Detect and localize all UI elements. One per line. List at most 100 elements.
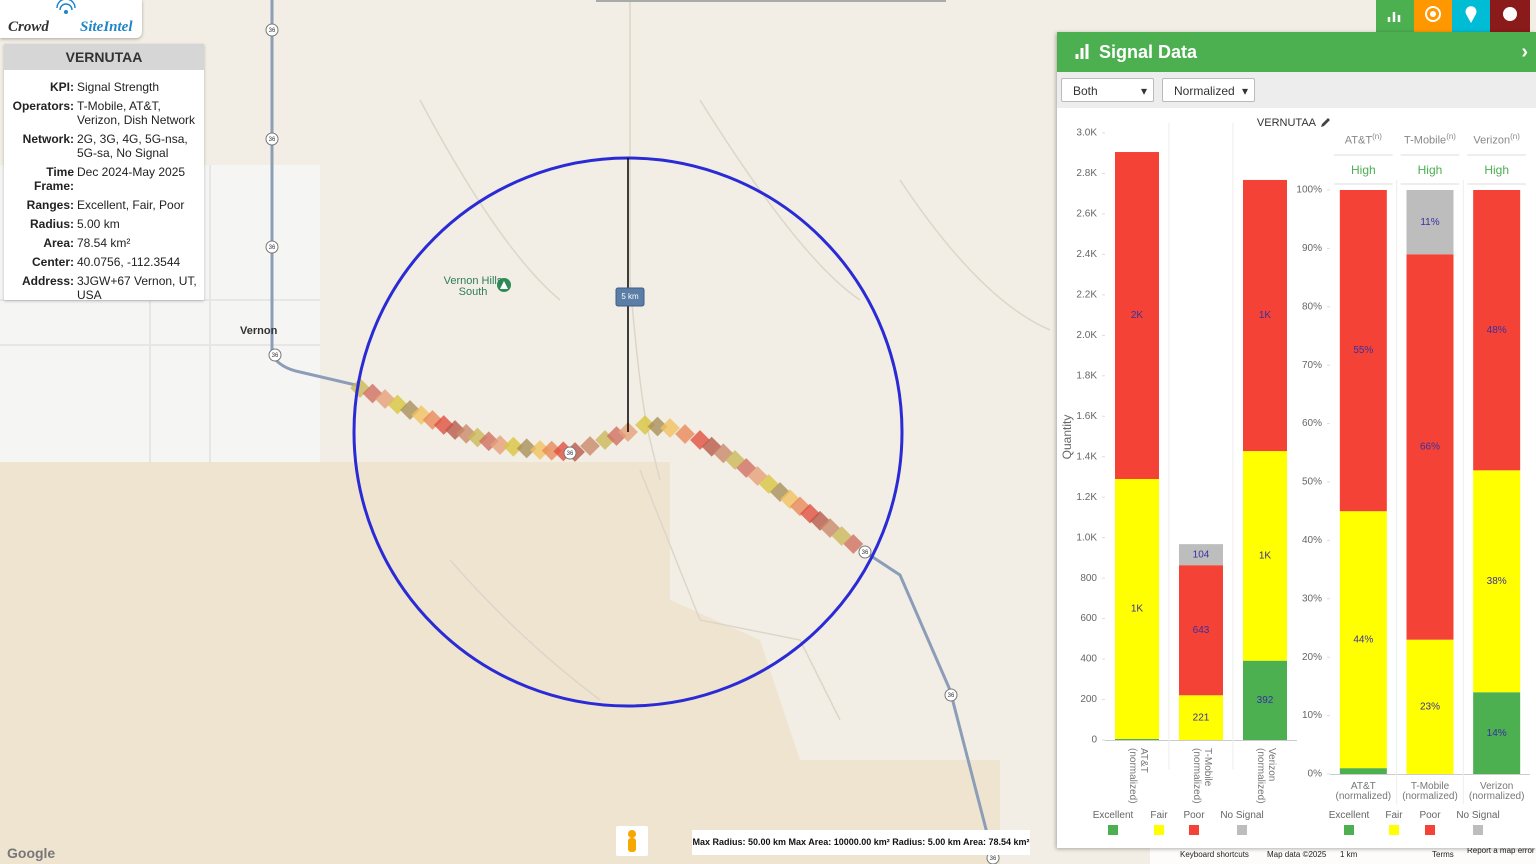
- chart-icon: [1387, 12, 1401, 22]
- globe-button[interactable]: [1490, 0, 1530, 32]
- header-name: AT&T: [1344, 134, 1373, 147]
- route-shield: [944, 688, 958, 702]
- x-tick-label: T-Mobile (normalized): [1402, 781, 1458, 802]
- logo-dot: [64, 10, 68, 14]
- route-shield: [265, 240, 279, 254]
- panel-icon: [1075, 44, 1089, 59]
- signal-trail: [350, 378, 864, 554]
- legend-label[interactable]: Fair: [1385, 810, 1403, 821]
- info-value: Dec 2024-May 2025: [77, 165, 186, 179]
- footer-link[interactable]: Keyboard shortcuts: [1180, 850, 1249, 859]
- info-value: T-Mobile, AT&T, Verizon, Dish Network: [77, 99, 196, 127]
- globe-shape: [1503, 7, 1517, 21]
- footer-link[interactable]: Report a map error: [1467, 846, 1535, 855]
- collapse-button[interactable]: ›: [1521, 41, 1528, 63]
- route-number: 36: [269, 245, 276, 251]
- trail-cell: [580, 436, 600, 456]
- logo-waves: [56, 0, 76, 11]
- streets: [0, 165, 320, 462]
- legend-label[interactable]: No Signal: [1456, 810, 1500, 821]
- trail-cell: [490, 435, 510, 455]
- highway: [864, 550, 997, 864]
- info-key: Operators:: [12, 99, 74, 113]
- pin-icon: [1465, 6, 1477, 23]
- x-tick-label: T-Mobile (normalized): [1191, 748, 1213, 804]
- footer-link[interactable]: Terms: [1432, 850, 1454, 859]
- info-value: 3JGW+67 Vernon, UT, USA: [77, 274, 197, 302]
- operator-select[interactable]: Both: [1061, 78, 1154, 103]
- footer-text: Map data ©2025: [1267, 850, 1327, 859]
- header-note: (n): [1372, 132, 1382, 141]
- panel-title: Signal Data: [1099, 42, 1198, 62]
- trail-cell: [635, 415, 655, 435]
- column-header: T-Mobile(n): [1397, 132, 1464, 147]
- legend-label[interactable]: No Signal: [1220, 810, 1264, 821]
- column-header: AT&T(n): [1330, 132, 1397, 147]
- panel-icon-bars: [1075, 44, 1089, 59]
- target-dot: [1430, 11, 1436, 17]
- signal-panel: Signal Data › Both Normalized: [1057, 32, 1536, 848]
- location-button[interactable]: [1452, 0, 1490, 32]
- column-header: Verizon(n): [1463, 132, 1530, 147]
- info-value: 40.0756, -112.3544: [77, 255, 181, 269]
- place-label: Vernon: [240, 325, 278, 337]
- info-value: Excellent, Fair, Poor: [77, 198, 185, 212]
- logo[interactable]: Crowd SiteIntel: [0, 0, 142, 38]
- trail-cell: [675, 424, 695, 444]
- legend-label[interactable]: Poor: [1183, 810, 1205, 821]
- logo-text: Crowd: [8, 19, 49, 35]
- info-key: Area:: [43, 236, 74, 250]
- info-value: Signal Strength: [77, 80, 160, 94]
- legend-label[interactable]: Poor: [1419, 810, 1441, 821]
- route-shield: [265, 132, 279, 146]
- info-key: Ranges:: [26, 198, 74, 212]
- mode-select[interactable]: Normalized: [1162, 78, 1255, 103]
- pegman-head: [628, 830, 636, 838]
- trail-cell: [541, 440, 562, 461]
- pin-shape: [1465, 6, 1477, 23]
- info-key: KPI:: [50, 80, 74, 94]
- column-rating: High: [1417, 163, 1443, 177]
- target-ring: [1425, 6, 1441, 22]
- status-bar: Max Radius: 50.00 km Max Area: 10000.00 …: [692, 830, 1030, 855]
- trail-cell: [516, 438, 537, 459]
- header-name: T-Mobile: [1404, 134, 1447, 147]
- route-number: 36: [990, 856, 997, 862]
- pegman: [628, 830, 636, 852]
- route-shield: [858, 545, 872, 559]
- trail-cell: [843, 534, 864, 554]
- trail-cell: [660, 418, 680, 438]
- street-view-button[interactable]: [616, 826, 648, 856]
- legend-label[interactable]: Excellent: [1328, 810, 1370, 821]
- header-note: (n): [1446, 132, 1456, 141]
- route-number: 36: [269, 137, 276, 143]
- chart-icon-bars: [1387, 12, 1401, 22]
- terrain: [0, 462, 1000, 864]
- route-shield: [563, 446, 577, 460]
- google-logo: Google: [7, 845, 56, 861]
- info-value: 78.54 km²: [77, 236, 131, 250]
- terrain-lines: [419, 0, 1051, 721]
- info-title: VERNUTAA: [4, 44, 204, 70]
- place-label: Vernon Hills South: [443, 275, 503, 298]
- info-key: Address:: [21, 274, 74, 288]
- x-tick-label: Verizon (normalized): [1468, 781, 1525, 802]
- logo-icon: [56, 0, 76, 14]
- info-key: Radius:: [29, 217, 74, 231]
- chart-button[interactable]: [1376, 0, 1414, 32]
- header-note: (n): [1510, 132, 1520, 141]
- route-shield: [265, 23, 279, 37]
- route-number: 36: [948, 693, 955, 699]
- target-button[interactable]: [1414, 0, 1452, 32]
- info-value: 2G, 3G, 4G, 5G-nsa, 5G-sa, No Signal: [77, 132, 188, 160]
- x-tick-label: Verizon (normalized): [1255, 748, 1277, 804]
- legend-label[interactable]: Fair: [1150, 810, 1168, 821]
- info-key: Time Frame:: [33, 165, 74, 193]
- radius-label: 5 km: [621, 292, 639, 301]
- filter-bar: Both Normalized: [1057, 72, 1536, 108]
- trail-cell: [530, 440, 550, 460]
- legend-label[interactable]: Excellent: [1092, 810, 1134, 821]
- panel-header: Signal Data ›: [1057, 32, 1536, 72]
- globe-icon: [1503, 7, 1517, 21]
- pegman-body: [628, 838, 636, 852]
